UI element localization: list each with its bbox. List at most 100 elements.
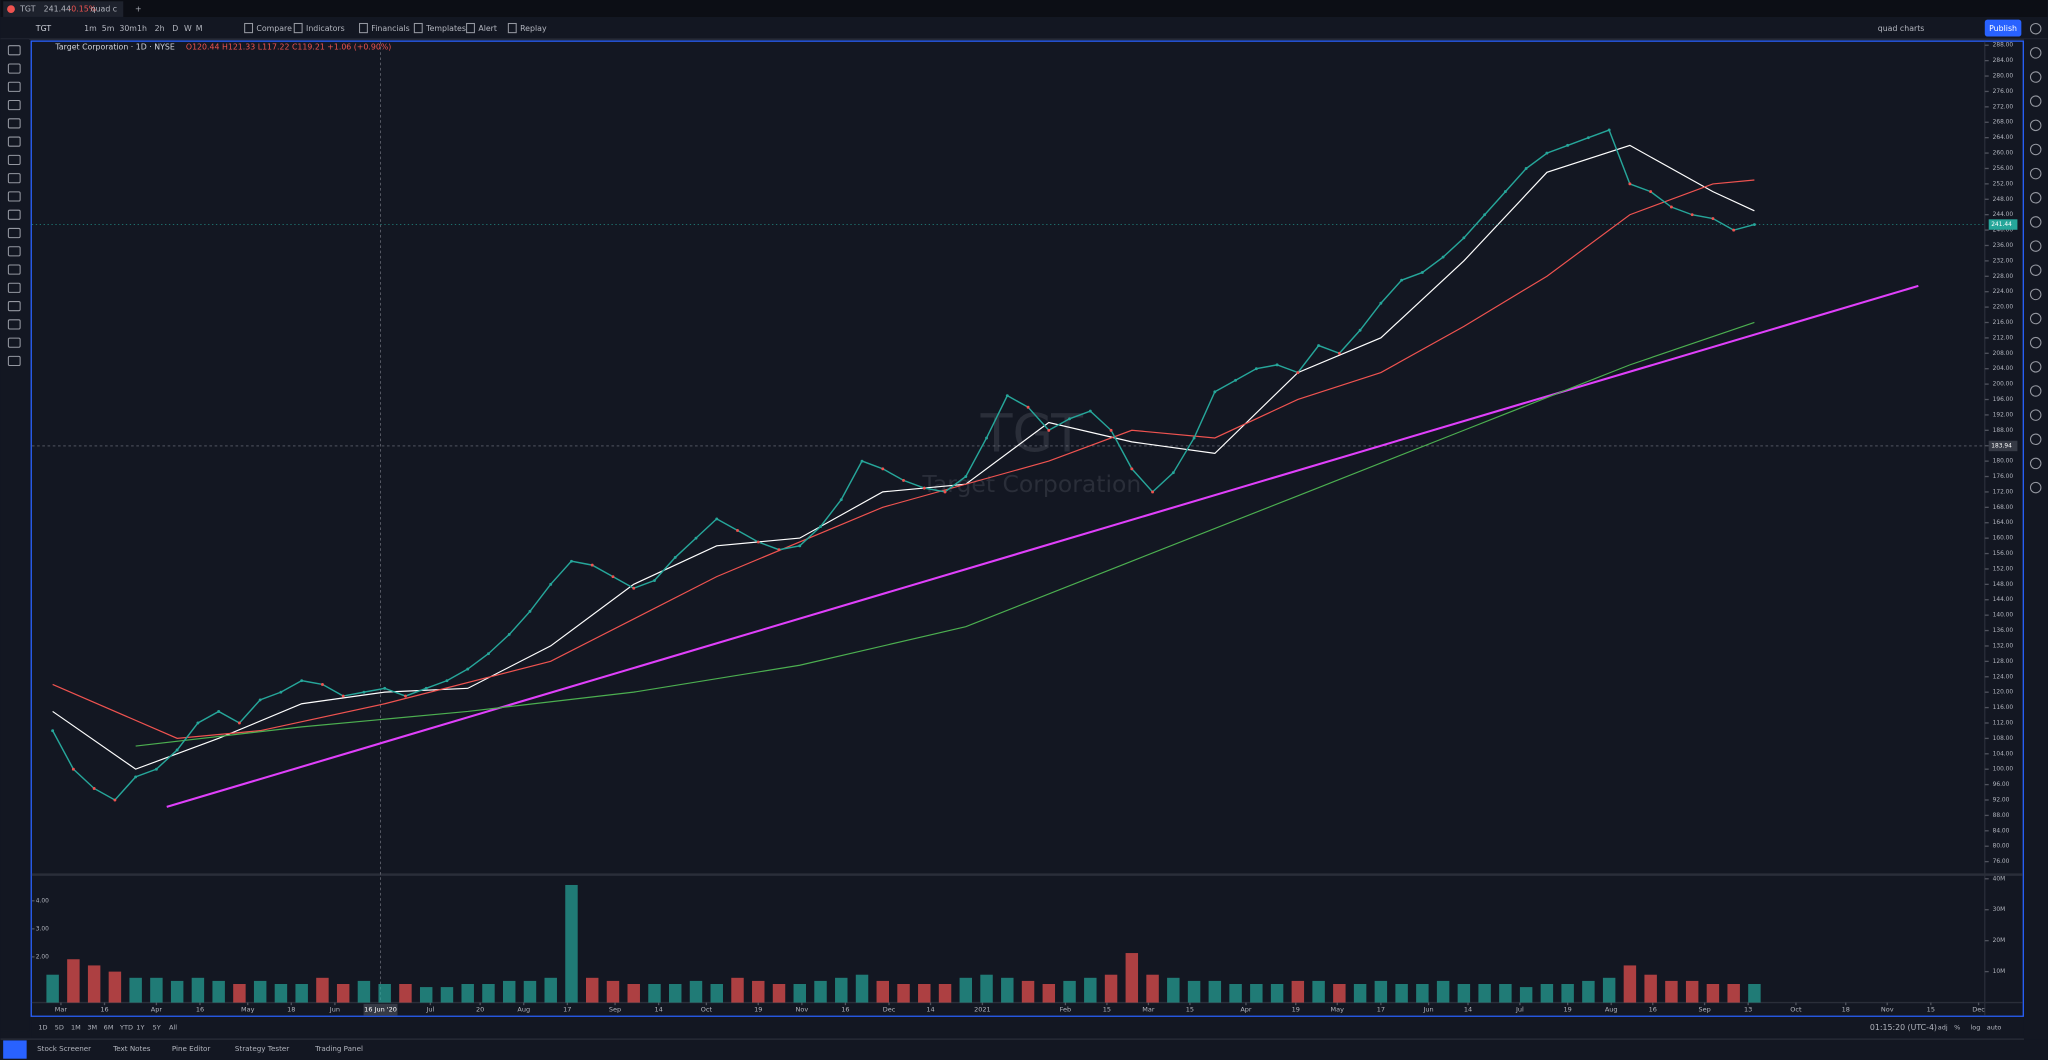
panel-tab[interactable]: Stock Screener: [37, 1044, 91, 1053]
x-tick-label: 16: [196, 1006, 204, 1014]
sidebar-icon[interactable]: [2029, 264, 2042, 276]
publish-button[interactable]: [1984, 19, 2022, 37]
sidebar-icon[interactable]: [2029, 336, 2042, 349]
toolbar-button[interactable]: Alert: [478, 24, 497, 33]
price-point: [1296, 371, 1300, 374]
x-tick-label: 14: [654, 1006, 662, 1014]
sidebar-icon[interactable]: [2029, 22, 2042, 35]
tool-icon[interactable]: [7, 173, 21, 184]
scale-option[interactable]: adj: [1938, 1023, 1948, 1031]
tool-icon[interactable]: [7, 282, 21, 293]
range-button[interactable]: 3M: [87, 1023, 97, 1031]
volume-bar: [170, 980, 184, 1003]
browser-tab[interactable]: [3, 1, 124, 17]
panel-toggle[interactable]: [3, 1040, 27, 1059]
new-tab[interactable]: +: [135, 5, 142, 14]
tool-icon[interactable]: [7, 118, 21, 129]
tool-icon[interactable]: [7, 63, 21, 74]
toolbar-button[interactable]: Templates: [425, 24, 466, 33]
price-point: [528, 609, 532, 613]
panel-tab[interactable]: Trading Panel: [314, 1044, 363, 1053]
scale-option[interactable]: %: [1954, 1023, 1960, 1031]
price-point: [819, 525, 822, 529]
range-button[interactable]: 1M: [71, 1023, 81, 1031]
range-button[interactable]: 6M: [104, 1023, 114, 1031]
tab-strip: [0, 0, 2048, 17]
price-point: [590, 563, 594, 567]
panel-tab[interactable]: Text Notes: [112, 1044, 151, 1053]
volume-bar: [876, 980, 890, 1003]
sidebar-icon[interactable]: [2029, 481, 2042, 494]
volume-bar: [918, 983, 931, 1003]
range-button[interactable]: 5D: [55, 1023, 64, 1031]
tool-icon[interactable]: [7, 227, 21, 239]
x-tick-label: Mar: [55, 1006, 68, 1014]
x-tick-label: 15: [1186, 1006, 1194, 1014]
scale-option[interactable]: log: [1970, 1023, 1980, 1031]
sidebar-icon[interactable]: [2029, 433, 2042, 446]
interval[interactable]: D: [172, 24, 178, 33]
tool-icon[interactable]: [7, 154, 21, 166]
sidebar-icon[interactable]: [2029, 385, 2042, 397]
sidebar-icon[interactable]: [2029, 192, 2042, 204]
sidebar-icon[interactable]: [2029, 95, 2042, 107]
tool-icon[interactable]: [7, 99, 21, 111]
range-button[interactable]: 1Y: [136, 1023, 144, 1031]
price-point: [736, 529, 739, 532]
tool-icon[interactable]: [7, 191, 21, 202]
range-button[interactable]: YTD: [119, 1023, 133, 1031]
sidebar-icon[interactable]: [2029, 143, 2042, 156]
sidebar-icon[interactable]: [2029, 216, 2042, 228]
sidebar-icon[interactable]: [2029, 361, 2042, 373]
volume-bar: [191, 977, 205, 1003]
panel-tab[interactable]: Strategy Tester: [235, 1044, 289, 1053]
tool-icon[interactable]: [7, 45, 21, 56]
y-tick-label: 204.00: [1993, 366, 2014, 372]
interval[interactable]: M: [196, 24, 203, 33]
toolbar-button[interactable]: Compare: [256, 24, 292, 33]
interval[interactable]: 5m: [102, 24, 115, 33]
sidebar-icon[interactable]: [2029, 288, 2042, 301]
toolbar-button[interactable]: Indicators: [306, 24, 345, 33]
tool-icon[interactable]: [7, 355, 21, 367]
panel-tab[interactable]: Pine Editor: [172, 1044, 211, 1053]
tool-icon[interactable]: [7, 136, 21, 147]
tool-icon[interactable]: [7, 319, 21, 330]
tool-icon[interactable]: [7, 301, 21, 312]
y-tick-label: 164.00: [1993, 520, 2014, 526]
interval[interactable]: 1h: [137, 24, 147, 33]
sidebar-icon[interactable]: [2029, 167, 2042, 180]
sidebar-icon[interactable]: [2029, 312, 2042, 325]
volume-tick-label: 40M: [1993, 876, 2006, 882]
interval[interactable]: 1m: [84, 24, 97, 33]
volume-bar: [1291, 980, 1305, 1003]
volume-bar: [46, 974, 59, 1003]
tool-icon[interactable]: [7, 337, 21, 348]
price-point: [860, 459, 864, 463]
button-icon: [293, 22, 303, 34]
interval[interactable]: W: [184, 24, 192, 33]
range-button[interactable]: 1D: [38, 1023, 47, 1031]
range-button[interactable]: All: [169, 1023, 177, 1031]
scale-option[interactable]: auto: [1987, 1023, 2002, 1031]
tool-icon[interactable]: [7, 264, 21, 275]
sidebar-icon[interactable]: [2029, 409, 2042, 421]
y-tick-label: 92.00: [1993, 798, 2010, 804]
range-button[interactable]: 5Y: [153, 1023, 161, 1031]
toolbar-button[interactable]: Replay: [520, 24, 547, 33]
sidebar-icon[interactable]: [2029, 47, 2042, 59]
interval[interactable]: 30m: [119, 24, 137, 33]
tool-icon[interactable]: [7, 81, 21, 92]
price-point: [1669, 205, 1673, 209]
sidebar-icon[interactable]: [2029, 119, 2042, 132]
sidebar-icon[interactable]: [2029, 240, 2042, 252]
toolbar-button[interactable]: Financials: [371, 24, 409, 33]
tool-icon[interactable]: [7, 246, 21, 257]
sidebar-icon[interactable]: [2029, 457, 2042, 470]
tool-icon[interactable]: [7, 209, 21, 220]
sidebar-icon[interactable]: [2029, 71, 2042, 83]
symbol-search[interactable]: TGT: [35, 24, 52, 33]
layout-name[interactable]: quad charts: [1878, 24, 1925, 33]
interval[interactable]: 2h: [155, 24, 165, 33]
